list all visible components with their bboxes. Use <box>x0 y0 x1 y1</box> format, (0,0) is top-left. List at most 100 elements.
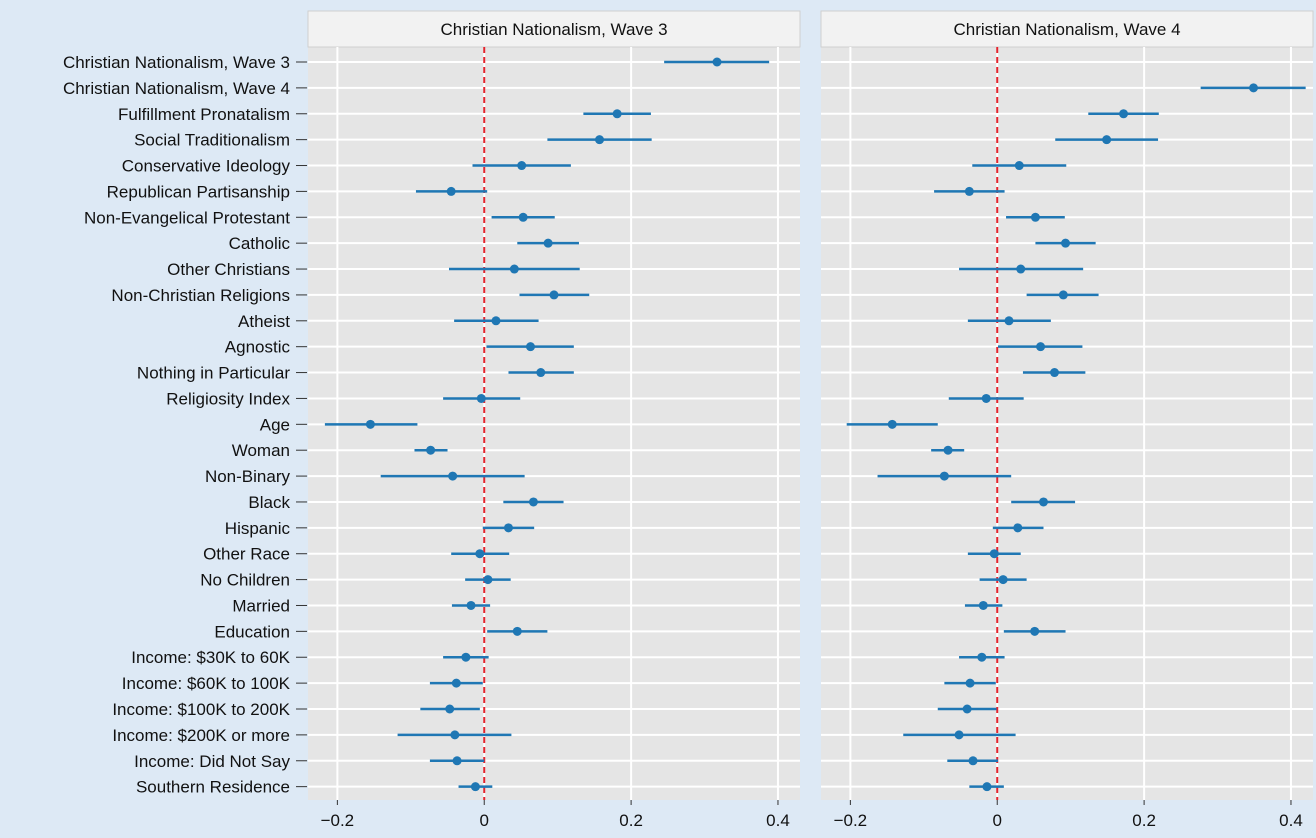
x-tick-label: 0.2 <box>1132 811 1156 830</box>
point-estimate <box>1030 212 1040 222</box>
point-estimate <box>887 419 897 429</box>
x-tick-label: 0 <box>993 811 1002 830</box>
y-tick-label: Non-Evangelical Protestant <box>84 208 290 227</box>
y-tick-label: Education <box>214 622 290 641</box>
y-tick-label: Income: Did Not Say <box>134 752 290 771</box>
panel-1: Christian Nationalism, Wave 3 −0.2 0 0.2 0.4 <box>307 10 801 830</box>
panels: Christian Nationalism, Wave 3 −0.2 0 0.2 0.4… <box>307 10 1314 830</box>
x-tick-label: 0 <box>480 811 489 830</box>
point-estimate <box>426 445 436 455</box>
point-estimate <box>968 756 978 766</box>
point-estimate <box>445 704 455 714</box>
x-tick-label: 0.2 <box>619 811 643 830</box>
point-estimate <box>981 393 991 403</box>
point-estimate <box>1119 109 1129 119</box>
point-estimate <box>491 316 501 326</box>
y-tick-label: Nothing in Particular <box>137 364 290 383</box>
point-estimate <box>483 575 493 585</box>
point-estimate <box>1036 342 1046 352</box>
y-tick-label: Non-Binary <box>205 467 291 486</box>
point-estimate <box>512 626 522 636</box>
panel-title: Christian Nationalism, Wave 4 <box>953 20 1180 39</box>
x-tick-label: 0.4 <box>766 811 790 830</box>
point-estimate <box>978 600 988 610</box>
y-tick-label: Conservative Ideology <box>122 157 291 176</box>
y-tick-label: No Children <box>200 571 290 590</box>
point-estimate <box>1061 238 1071 248</box>
point-estimate <box>461 652 471 662</box>
point-estimate <box>452 756 462 766</box>
point-estimate <box>470 782 480 792</box>
x-tick-label: −0.2 <box>834 811 868 830</box>
y-tick-label: Other Christians <box>167 260 290 279</box>
point-estimate <box>448 471 458 481</box>
x-tick-label: −0.2 <box>321 811 355 830</box>
y-tick-label: Hispanic <box>225 519 291 538</box>
y-tick-label: Age <box>260 415 290 434</box>
y-tick-label: Non-Christian Religions <box>111 286 290 305</box>
point-estimate <box>982 782 992 792</box>
point-estimate <box>1039 497 1049 507</box>
panel-2: Christian Nationalism, Wave 4 −0.2 0 0.2 0.4 <box>820 10 1314 830</box>
y-tick-label: Southern Residence <box>136 778 290 797</box>
point-estimate <box>595 135 605 145</box>
y-tick-label: Black <box>248 493 290 512</box>
y-tick-label: Income: $60K to 100K <box>122 674 291 693</box>
y-tick-label: Social Traditionalism <box>134 131 290 150</box>
point-estimate <box>712 57 722 67</box>
point-estimate <box>503 523 513 533</box>
y-tick-label: Republican Partisanship <box>107 182 290 201</box>
y-tick-label: Income: $100K to 200K <box>112 700 290 719</box>
point-estimate <box>964 186 974 196</box>
point-estimate <box>365 419 375 429</box>
y-tick-label: Other Race <box>203 545 290 564</box>
x-tick-label: 0.4 <box>1279 811 1303 830</box>
point-estimate <box>451 678 461 688</box>
point-estimate <box>446 186 456 196</box>
point-estimate <box>476 393 486 403</box>
y-tick-label: Agnostic <box>225 338 291 357</box>
point-estimate <box>1014 161 1024 171</box>
point-estimate <box>466 600 476 610</box>
point-estimate <box>977 652 987 662</box>
point-estimate <box>528 497 538 507</box>
point-estimate <box>518 212 528 222</box>
point-estimate <box>450 730 460 740</box>
point-estimate <box>1050 368 1060 378</box>
y-tick-label: Catholic <box>229 234 291 253</box>
y-tick-label: Married <box>232 596 290 615</box>
point-estimate <box>509 264 519 274</box>
y-tick-label: Fulfillment Pronatalism <box>118 105 290 124</box>
point-estimate <box>1004 316 1014 326</box>
point-estimate <box>954 730 964 740</box>
y-axis-labels: Christian Nationalism, Wave 3 Christian N… <box>63 53 307 797</box>
point-estimate <box>549 290 559 300</box>
point-estimate <box>1030 626 1040 636</box>
point-estimate <box>989 549 999 559</box>
y-tick-label: Income: $30K to 60K <box>131 648 290 667</box>
y-tick-label: Woman <box>232 441 290 460</box>
point-estimate <box>1016 264 1026 274</box>
point-estimate <box>543 238 553 248</box>
point-estimate <box>475 549 485 559</box>
point-estimate <box>939 471 949 481</box>
y-tick-label: Christian Nationalism, Wave 3 <box>63 53 290 72</box>
y-tick-label: Christian Nationalism, Wave 4 <box>63 79 290 98</box>
point-estimate <box>612 109 622 119</box>
point-estimate <box>1013 523 1023 533</box>
point-estimate <box>1249 83 1259 93</box>
point-estimate <box>965 678 975 688</box>
point-estimate <box>998 575 1008 585</box>
point-estimate <box>962 704 972 714</box>
point-estimate <box>1058 290 1068 300</box>
point-estimate <box>517 161 527 171</box>
point-estimate <box>943 445 953 455</box>
point-estimate <box>526 342 536 352</box>
panel-strip <box>820 10 1314 48</box>
y-tick-label: Atheist <box>238 312 290 331</box>
point-estimate <box>1102 135 1112 145</box>
y-tick-label: Income: $200K or more <box>112 726 290 745</box>
y-tick-label: Religiosity Index <box>166 389 290 408</box>
panel-strip <box>307 10 801 48</box>
